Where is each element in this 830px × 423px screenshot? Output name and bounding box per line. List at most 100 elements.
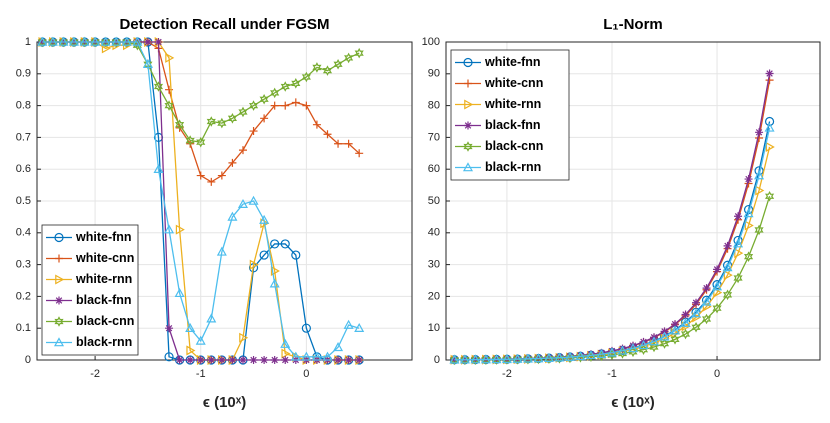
marker <box>344 139 353 148</box>
x-tick-label: -2 <box>90 368 100 380</box>
marker <box>238 146 247 155</box>
marker <box>280 239 290 249</box>
marker <box>165 85 174 94</box>
marker <box>544 353 554 364</box>
marker <box>743 251 754 262</box>
y-tick-label: 0.6 <box>16 163 31 175</box>
y-tick-label: 0.4 <box>16 227 31 239</box>
marker <box>480 354 491 364</box>
marker <box>659 338 670 349</box>
marker <box>565 352 574 361</box>
marker <box>627 343 639 353</box>
marker <box>575 351 586 361</box>
legend-label: white-rnn <box>484 97 541 111</box>
series-line <box>454 127 771 361</box>
y-tick-label: 0.2 <box>16 290 31 302</box>
marker <box>491 354 502 364</box>
marker <box>734 212 743 221</box>
marker <box>259 93 269 105</box>
marker <box>322 351 333 361</box>
marker <box>259 250 269 260</box>
marker <box>249 259 259 270</box>
marker <box>165 324 174 333</box>
marker <box>302 101 311 110</box>
marker <box>58 36 69 46</box>
marker <box>764 190 775 202</box>
marker <box>259 214 270 224</box>
chart-title: L₁-Norm <box>603 16 663 33</box>
marker <box>680 317 691 327</box>
x-tick-label: -1 <box>607 368 617 380</box>
marker <box>101 36 111 48</box>
marker <box>670 334 680 345</box>
marker <box>464 79 472 88</box>
marker <box>290 351 301 361</box>
marker <box>58 36 68 48</box>
marker <box>460 354 470 366</box>
marker <box>723 270 733 281</box>
marker <box>723 241 732 250</box>
y-tick-label: 50 <box>428 195 440 207</box>
y-tick-label: 0.1 <box>16 322 31 334</box>
marker <box>186 356 195 364</box>
marker <box>164 224 175 234</box>
marker <box>565 352 575 364</box>
marker <box>449 354 460 364</box>
y-tick-label: 10 <box>428 322 440 334</box>
marker <box>37 36 47 48</box>
marker <box>248 263 259 273</box>
marker <box>554 353 565 364</box>
marker <box>681 310 690 319</box>
marker <box>576 351 585 360</box>
marker <box>122 36 132 48</box>
marker <box>301 323 311 333</box>
marker <box>648 336 660 346</box>
marker <box>522 353 533 363</box>
marker <box>765 69 774 78</box>
marker <box>54 232 64 243</box>
y-tick-label: 0 <box>434 354 440 366</box>
marker <box>464 121 472 130</box>
marker <box>206 116 216 127</box>
y-tick-label: 1 <box>25 36 31 48</box>
marker <box>195 335 206 345</box>
marker <box>670 325 681 335</box>
y-tick-label: 0 <box>25 354 31 366</box>
legend-label: black-cnn <box>76 314 134 328</box>
marker <box>671 320 680 329</box>
x-axis-label: ϵ (10ˣ) <box>203 394 247 411</box>
marker <box>743 208 754 218</box>
marker <box>354 47 364 59</box>
marker <box>459 354 470 364</box>
marker <box>111 36 122 46</box>
marker <box>533 353 544 365</box>
marker <box>291 78 301 89</box>
marker <box>586 350 595 359</box>
marker <box>691 308 702 318</box>
marker <box>523 353 533 365</box>
marker <box>207 177 216 186</box>
marker <box>260 356 269 364</box>
marker <box>701 296 712 306</box>
marker <box>596 348 607 358</box>
marker <box>270 87 280 99</box>
marker <box>312 62 322 73</box>
marker <box>69 36 79 48</box>
marker <box>270 356 279 364</box>
marker <box>344 356 353 364</box>
marker <box>175 224 185 235</box>
marker <box>55 274 65 285</box>
marker <box>164 100 174 111</box>
marker <box>79 36 90 48</box>
marker <box>481 354 491 365</box>
marker <box>281 101 290 110</box>
marker <box>680 328 691 340</box>
legend-label: black-rnn <box>76 335 132 349</box>
marker <box>280 81 290 92</box>
marker <box>701 313 712 325</box>
y-tick-label: 0.8 <box>16 100 31 112</box>
marker <box>463 57 473 68</box>
marker <box>744 220 754 231</box>
marker <box>491 354 502 365</box>
